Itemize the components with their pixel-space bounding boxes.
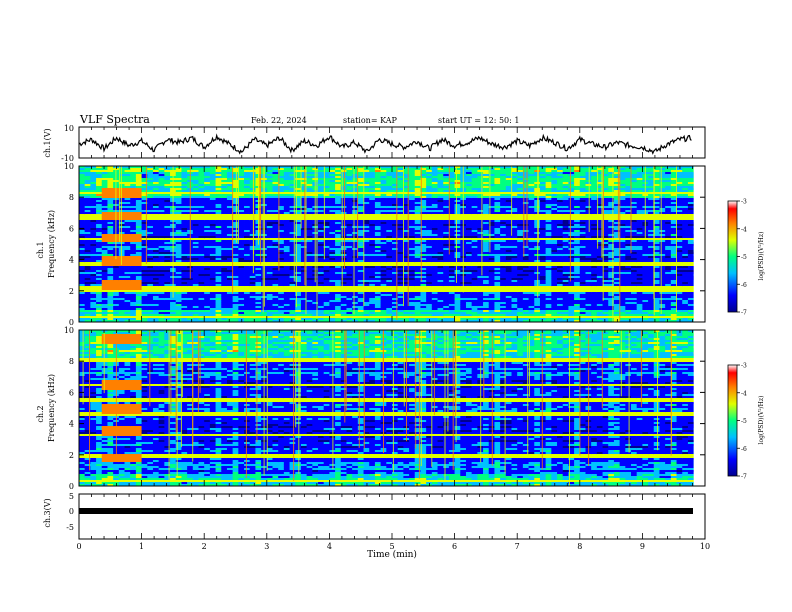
ch1-spectrogram-image — [79, 166, 705, 322]
figure-title: VLF Spectra — [79, 113, 150, 126]
start-time-label: start UT = 12: 50: 1 — [438, 116, 519, 125]
station-label: station= KAP — [343, 116, 398, 125]
date-label: Feb. 22, 2024 — [251, 116, 307, 125]
ch1-ylabel: ch.1(V) — [43, 128, 52, 157]
ch1-ytick-top: 10 — [64, 124, 74, 133]
vlf-figure: VLF Spectra Feb. 22, 2024 station= KAP s… — [0, 0, 792, 612]
ch1-waveform-panel: 10 -10 ch.1(V) — [43, 124, 705, 163]
